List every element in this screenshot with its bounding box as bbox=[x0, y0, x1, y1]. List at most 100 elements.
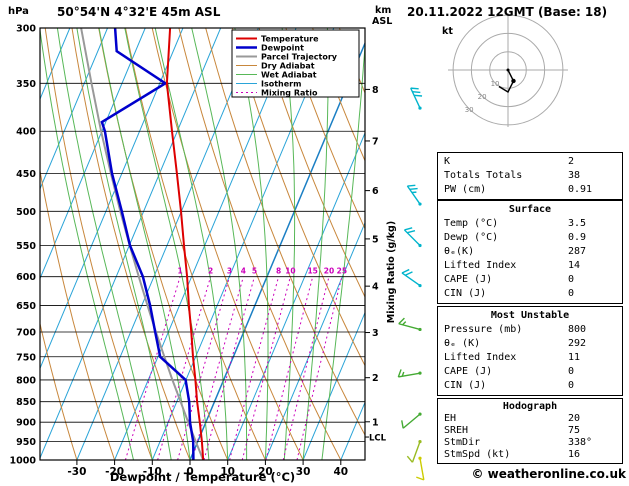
row-value: 20 bbox=[568, 413, 581, 424]
svg-text:-20: -20 bbox=[105, 466, 124, 478]
svg-text:600: 600 bbox=[16, 272, 36, 283]
row-label: Lifted Index bbox=[444, 260, 517, 271]
row-value: 0.9 bbox=[568, 232, 587, 243]
legend-label: Parcel Trajectory bbox=[261, 53, 338, 62]
indices-box: K 2 Totals Totals 38 PW (cm) 0.91 bbox=[437, 152, 623, 200]
svg-text:4: 4 bbox=[241, 267, 246, 276]
row-label: EH bbox=[444, 413, 457, 424]
mixing-ratio-labels: 1 2 3 4 5 8 10 15 20 25 bbox=[177, 267, 347, 276]
pressure-axis-labels: hPa 300 350 400 450 500 550 600 650 700 750 800 850 9… bbox=[8, 6, 36, 467]
legend-label: Wet Adiabat bbox=[261, 71, 317, 80]
hodograph-unit-label: kt bbox=[442, 26, 453, 37]
row-label: Dewp (°C) bbox=[444, 232, 499, 243]
svg-text:400: 400 bbox=[16, 127, 36, 138]
table-row: θₑ (K) 292 bbox=[438, 337, 622, 351]
row-label: Lifted Index bbox=[444, 352, 517, 363]
svg-text:10: 10 bbox=[491, 80, 500, 88]
temperature-axis-title: Dewpoint / Temperature (°C) bbox=[110, 470, 295, 484]
svg-text:500: 500 bbox=[16, 207, 36, 218]
table-row: CAPE (J) 0 bbox=[438, 365, 622, 379]
table-row: CIN (J) 0 bbox=[438, 287, 622, 301]
svg-text:-30: -30 bbox=[67, 466, 86, 478]
svg-text:5: 5 bbox=[372, 234, 379, 245]
svg-text:ASL: ASL bbox=[372, 16, 392, 27]
svg-text:20: 20 bbox=[324, 267, 334, 276]
row-value: 800 bbox=[568, 324, 587, 335]
legend-label: Mixing Ratio bbox=[261, 89, 318, 98]
mixing-ratio-lines bbox=[124, 276, 343, 460]
svg-text:850: 850 bbox=[16, 397, 36, 408]
row-value: 338° bbox=[568, 437, 593, 448]
table-row: Totals Totals 38 bbox=[438, 169, 622, 183]
legend-label: Dry Adiabat bbox=[261, 62, 315, 71]
row-value: 0 bbox=[568, 288, 575, 299]
svg-text:550: 550 bbox=[16, 241, 36, 252]
row-label: θₑ (K) bbox=[444, 338, 481, 349]
hodograph-ring bbox=[470, 32, 546, 108]
svg-text:800: 800 bbox=[16, 375, 36, 386]
svg-text:700: 700 bbox=[16, 328, 36, 339]
table-row: SREH 75 bbox=[438, 425, 622, 437]
pressure-axis-unit: hPa bbox=[8, 6, 29, 17]
table-row: Dewp (°C) 0.9 bbox=[438, 231, 622, 245]
row-value: 11 bbox=[568, 352, 581, 363]
dewpoint-line bbox=[100, 28, 195, 460]
row-label: θₑ(K) bbox=[444, 246, 475, 257]
table-row: CAPE (J) 0 bbox=[438, 273, 622, 287]
table-row: StmDir 338° bbox=[438, 437, 622, 449]
svg-text:-10: -10 bbox=[143, 466, 162, 478]
lcl-label: LCL bbox=[369, 434, 387, 444]
hodograph-origin-dot bbox=[506, 68, 510, 72]
svg-text:900: 900 bbox=[16, 418, 36, 429]
row-label: StmSpd (kt) bbox=[444, 449, 511, 460]
svg-text:15: 15 bbox=[307, 267, 317, 276]
svg-text:3: 3 bbox=[372, 328, 379, 339]
svg-text:10: 10 bbox=[285, 267, 295, 276]
row-value: 38 bbox=[568, 170, 581, 181]
svg-text:8: 8 bbox=[372, 85, 379, 96]
row-value: 75 bbox=[568, 425, 581, 436]
plot-border bbox=[39, 27, 366, 461]
table-row: Lifted Index 14 bbox=[438, 259, 622, 273]
table-row: CIN (J) 0 bbox=[438, 379, 622, 393]
svg-text:5: 5 bbox=[252, 267, 257, 276]
svg-text:30: 30 bbox=[296, 466, 311, 478]
row-label: CIN (J) bbox=[444, 288, 487, 299]
row-value: 287 bbox=[568, 246, 587, 257]
svg-text:350: 350 bbox=[16, 79, 36, 90]
hodograph: 10 20 30 kt bbox=[442, 13, 568, 127]
table-row: StmSpd (kt) 16 bbox=[438, 449, 622, 461]
row-value: 3.5 bbox=[568, 218, 587, 229]
most-unstable-box: Most Unstable Pressure (mb) 800 θₑ (K) 292 L… bbox=[437, 306, 623, 396]
row-label: K bbox=[444, 156, 451, 167]
row-label: StmDir bbox=[444, 437, 481, 448]
wind-barb bbox=[401, 412, 422, 429]
table-row: EH 20 bbox=[438, 413, 622, 425]
parcel-trajectory-line bbox=[80, 28, 205, 460]
svg-text:2: 2 bbox=[372, 373, 379, 384]
svg-text:4: 4 bbox=[372, 282, 379, 293]
row-label: Pressure (mb) bbox=[444, 324, 523, 335]
station-title: 50°54'N 4°32'E 45m ASL bbox=[57, 5, 221, 19]
hodograph-stats-box: Hodograph EH 20 SREH 75 StmDir 338° StmSpd (kt… bbox=[437, 398, 623, 464]
temperature-line bbox=[165, 28, 205, 460]
legend-label: Dewpoint bbox=[261, 44, 304, 53]
sounding-profiles bbox=[80, 28, 205, 460]
row-label: Temp (°C) bbox=[444, 218, 499, 229]
row-value: 0 bbox=[568, 380, 575, 391]
legend-label: Temperature bbox=[261, 35, 319, 44]
svg-text:300: 300 bbox=[16, 24, 36, 35]
row-label: CAPE (J) bbox=[444, 366, 493, 377]
svg-text:2: 2 bbox=[208, 267, 213, 276]
table-row: PW (cm) 0.91 bbox=[438, 183, 622, 197]
surface-header: Surface bbox=[508, 204, 552, 215]
svg-text:1000: 1000 bbox=[10, 456, 37, 467]
row-label: CAPE (J) bbox=[444, 274, 493, 285]
row-value: 0 bbox=[568, 366, 575, 377]
wind-barb bbox=[416, 456, 425, 481]
svg-text:km: km bbox=[375, 5, 391, 16]
